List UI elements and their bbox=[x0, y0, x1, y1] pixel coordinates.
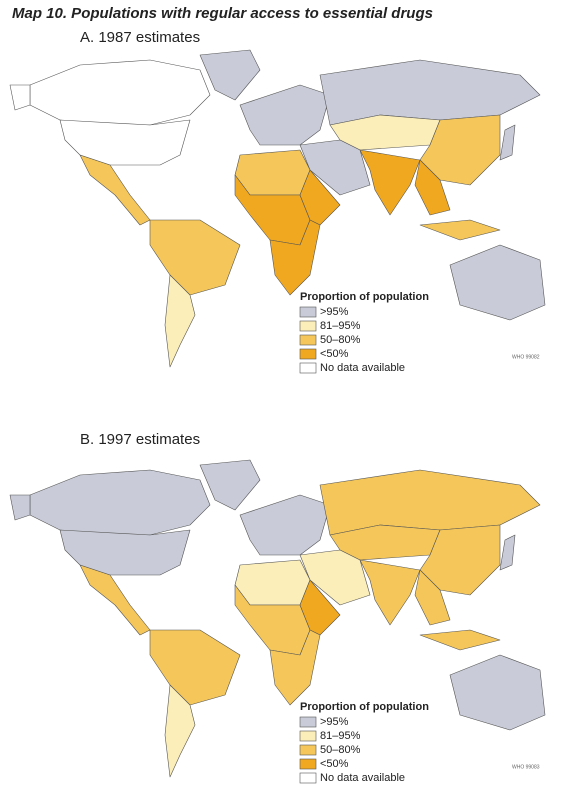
region bbox=[269, 629, 321, 706]
map bbox=[9, 459, 546, 778]
region bbox=[319, 469, 541, 536]
map-subtitle: A. 1987 estimates bbox=[80, 29, 200, 46]
legend-swatch bbox=[299, 758, 317, 770]
map-code: WHO 99082 bbox=[512, 354, 540, 360]
legend-swatch bbox=[299, 716, 317, 728]
legend-label: >95% bbox=[320, 716, 349, 728]
region bbox=[269, 219, 321, 296]
legend-title: Proportion of population bbox=[300, 701, 429, 713]
region bbox=[419, 219, 501, 241]
legend: Proportion of population >95% 81–95% 50–80%… bbox=[299, 701, 429, 784]
region bbox=[164, 274, 196, 368]
legend-label: 50–80% bbox=[320, 334, 361, 346]
region bbox=[149, 219, 241, 296]
legend-label: 81–95% bbox=[320, 730, 361, 742]
region bbox=[299, 579, 341, 636]
region bbox=[449, 654, 546, 731]
legend-label: No data available bbox=[320, 362, 405, 374]
region bbox=[29, 469, 211, 536]
page-title: Map 10. Populations with regular access … bbox=[12, 5, 433, 22]
region bbox=[319, 59, 541, 126]
region bbox=[239, 494, 331, 556]
legend-swatch bbox=[299, 320, 317, 332]
region bbox=[239, 84, 331, 146]
region bbox=[149, 629, 241, 706]
map bbox=[9, 49, 546, 368]
legend-swatch bbox=[299, 730, 317, 742]
region bbox=[234, 559, 311, 606]
region bbox=[164, 684, 196, 778]
legend-label: 81–95% bbox=[320, 320, 361, 332]
legend-swatch bbox=[299, 772, 317, 784]
map-code: WHO 99083 bbox=[512, 764, 540, 770]
legend: Proportion of population >95% 81–95% 50–80%… bbox=[299, 291, 429, 374]
region bbox=[199, 459, 261, 511]
region bbox=[499, 124, 516, 161]
legend-label: 50–80% bbox=[320, 744, 361, 756]
region bbox=[419, 629, 501, 651]
region bbox=[449, 244, 546, 321]
region bbox=[234, 149, 311, 196]
legend-label: <50% bbox=[320, 758, 349, 770]
region bbox=[59, 119, 191, 166]
region bbox=[59, 529, 191, 576]
map-subtitle: B. 1997 estimates bbox=[80, 431, 200, 448]
legend-swatch bbox=[299, 334, 317, 346]
legend-swatch bbox=[299, 362, 317, 374]
region bbox=[499, 534, 516, 571]
legend-label: <50% bbox=[320, 348, 349, 360]
legend-swatch bbox=[299, 306, 317, 318]
region bbox=[9, 84, 31, 111]
region bbox=[29, 59, 211, 126]
region bbox=[199, 49, 261, 101]
legend-label: >95% bbox=[320, 306, 349, 318]
region bbox=[9, 494, 31, 521]
region bbox=[414, 569, 451, 626]
legend-swatch bbox=[299, 348, 317, 360]
legend-title: Proportion of population bbox=[300, 291, 429, 303]
region bbox=[79, 154, 151, 226]
region bbox=[79, 564, 151, 636]
region bbox=[414, 159, 451, 216]
legend-label: No data available bbox=[320, 772, 405, 784]
legend-swatch bbox=[299, 744, 317, 756]
region bbox=[299, 169, 341, 226]
